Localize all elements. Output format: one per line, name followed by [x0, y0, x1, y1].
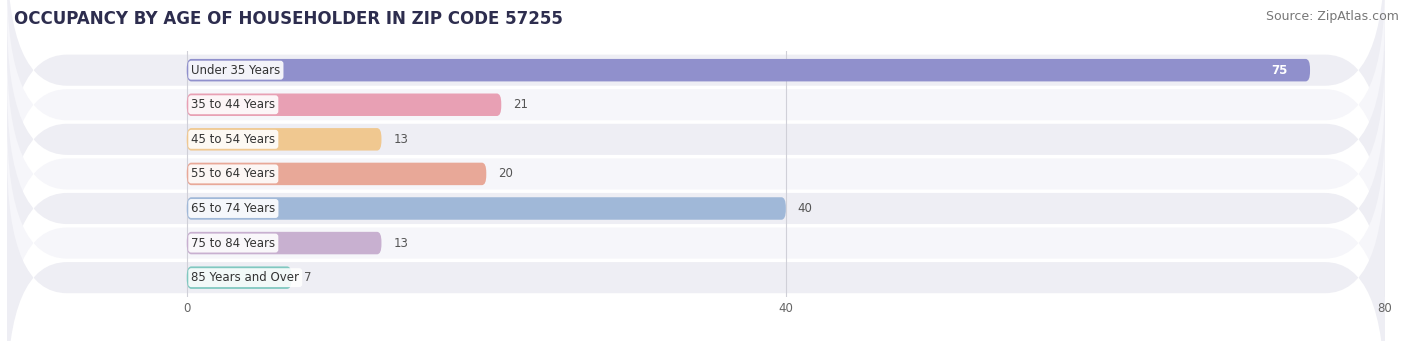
- Text: 20: 20: [498, 167, 513, 180]
- FancyBboxPatch shape: [7, 86, 1385, 331]
- Text: 13: 13: [394, 237, 408, 250]
- Text: 35 to 44 Years: 35 to 44 Years: [191, 98, 276, 111]
- Text: 75 to 84 Years: 75 to 84 Years: [191, 237, 276, 250]
- Text: 21: 21: [513, 98, 529, 111]
- FancyBboxPatch shape: [187, 266, 291, 289]
- Text: Under 35 Years: Under 35 Years: [191, 64, 280, 77]
- FancyBboxPatch shape: [7, 51, 1385, 297]
- FancyBboxPatch shape: [187, 197, 786, 220]
- FancyBboxPatch shape: [187, 128, 381, 151]
- FancyBboxPatch shape: [7, 0, 1385, 227]
- FancyBboxPatch shape: [7, 120, 1385, 341]
- Text: 13: 13: [394, 133, 408, 146]
- Text: 40: 40: [797, 202, 813, 215]
- FancyBboxPatch shape: [187, 232, 381, 254]
- Text: 45 to 54 Years: 45 to 54 Years: [191, 133, 276, 146]
- Text: 85 Years and Over: 85 Years and Over: [191, 271, 299, 284]
- FancyBboxPatch shape: [187, 93, 502, 116]
- Text: 65 to 74 Years: 65 to 74 Years: [191, 202, 276, 215]
- FancyBboxPatch shape: [187, 59, 1310, 81]
- Text: 75: 75: [1271, 64, 1288, 77]
- Text: OCCUPANCY BY AGE OF HOUSEHOLDER IN ZIP CODE 57255: OCCUPANCY BY AGE OF HOUSEHOLDER IN ZIP C…: [14, 10, 562, 28]
- FancyBboxPatch shape: [187, 163, 486, 185]
- FancyBboxPatch shape: [7, 17, 1385, 262]
- FancyBboxPatch shape: [7, 0, 1385, 193]
- Text: 7: 7: [304, 271, 311, 284]
- FancyBboxPatch shape: [7, 155, 1385, 341]
- Text: Source: ZipAtlas.com: Source: ZipAtlas.com: [1265, 10, 1399, 23]
- Text: 55 to 64 Years: 55 to 64 Years: [191, 167, 276, 180]
